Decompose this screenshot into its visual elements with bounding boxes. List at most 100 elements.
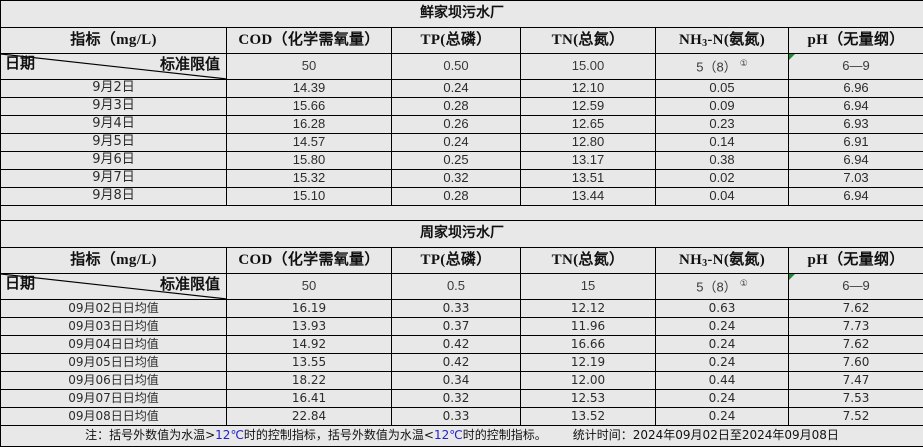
cell-tp: 0.24 xyxy=(392,134,521,152)
header-ph-2: pH（无量纲） xyxy=(789,248,923,274)
limit-nh3n-value-1: 5（8） xyxy=(696,59,736,74)
cell-ph: 7.47 xyxy=(789,372,923,390)
cell-ph: 6.94 xyxy=(789,152,923,170)
limit-tp-2: 0.5 xyxy=(392,274,521,300)
comment-flag-icon-2 xyxy=(789,274,795,280)
diagonal-label-standard-1: 标准限值 xyxy=(160,57,220,74)
cell-nh3n: 0.05 xyxy=(656,80,789,98)
cell-ph: 7.52 xyxy=(789,408,923,426)
standard-limit-row-2: 日期 标准限值 50 0.5 15 5（8）① 6—9 xyxy=(1,274,923,300)
note-part-3: 时的控制指标。 xyxy=(463,428,547,442)
footnote-marker-1: ① xyxy=(740,58,748,68)
cell-ph: 7.62 xyxy=(789,300,923,318)
cell-cod: 14.92 xyxy=(227,336,392,354)
limit-ph-value-1: 6—9 xyxy=(842,58,869,73)
cell-date: 9月8日 xyxy=(1,188,227,206)
cell-tp: 0.28 xyxy=(392,188,521,206)
limit-ph-2: 6—9 xyxy=(789,274,923,300)
cell-tp: 0.26 xyxy=(392,116,521,134)
header-tp-2: TP(总磷） xyxy=(392,248,521,274)
cell-cod: 16.41 xyxy=(227,390,392,408)
cell-nh3n: 0.24 xyxy=(656,408,789,426)
cell-tp: 0.28 xyxy=(392,98,521,116)
limit-nh3n-1: 5（8） ① xyxy=(656,54,789,80)
limit-nh3n-2: 5（8）① xyxy=(656,274,789,300)
cell-cod: 16.19 xyxy=(227,300,392,318)
limit-cod-1: 50 xyxy=(227,54,392,80)
cell-date: 09月05日日均值 xyxy=(1,354,227,372)
diagonal-header-cell-2: 日期 标准限值 xyxy=(1,274,227,300)
limit-tn-2: 15 xyxy=(521,274,656,300)
cell-tp: 0.42 xyxy=(392,336,521,354)
nh3-suffix-1: -N(氨氮) xyxy=(707,32,765,48)
cell-ph: 6.91 xyxy=(789,134,923,152)
cell-tp: 0.42 xyxy=(392,354,521,372)
cell-date: 09月04日日均值 xyxy=(1,336,227,354)
cell-date: 9月6日 xyxy=(1,152,227,170)
table-row: 9月8日 15.10 0.28 13.44 0.04 6.94 xyxy=(1,188,923,206)
cell-cod: 16.28 xyxy=(227,116,392,134)
cell-date: 09月06日日均值 xyxy=(1,372,227,390)
header-tp-1: TP(总磷） xyxy=(392,28,521,54)
cell-tn: 11.96 xyxy=(521,318,656,336)
cell-nh3n: 0.63 xyxy=(656,300,789,318)
cell-ph: 7.53 xyxy=(789,390,923,408)
spreadsheet-sheet: 鲜家坝污水厂 指标（mg/L) COD（化学需氧量） TP(总磷） TN(总氮）… xyxy=(0,0,923,424)
cell-cod: 15.80 xyxy=(227,152,392,170)
cell-ph: 7.73 xyxy=(789,318,923,336)
cell-nh3n: 0.09 xyxy=(656,98,789,116)
table-row: 09月07日日均值 16.41 0.32 12.53 0.24 7.53 xyxy=(1,390,923,408)
nh3-prefix-2: NH xyxy=(679,252,702,268)
column-header-row-1: 指标（mg/L) COD（化学需氧量） TP(总磷） TN(总氮） NH3-N(… xyxy=(1,28,923,54)
cell-tp: 0.34 xyxy=(392,372,521,390)
cell-tn: 13.51 xyxy=(521,170,656,188)
note-part-2: 时的控制指标，括号外数值为水温< xyxy=(244,428,434,442)
nh3-prefix-1: NH xyxy=(679,32,702,48)
cell-tp: 0.32 xyxy=(392,390,521,408)
cell-nh3n: 0.24 xyxy=(656,336,789,354)
cell-ph: 6.94 xyxy=(789,98,923,116)
header-ph-1: pH（无量纲） xyxy=(789,28,923,54)
note-statistics-period: 统计时间：2024年09月02日至2024年09月08日 xyxy=(573,428,839,442)
cell-tp: 0.25 xyxy=(392,152,521,170)
table-row: 9月3日 15.66 0.28 12.59 0.09 6.94 xyxy=(1,98,923,116)
cell-cod: 15.32 xyxy=(227,170,392,188)
cell-ph: 6.93 xyxy=(789,116,923,134)
table-row: 9月5日 14.57 0.24 12.80 0.14 6.91 xyxy=(1,134,923,152)
cell-tn: 12.65 xyxy=(521,116,656,134)
cell-nh3n: 0.14 xyxy=(656,134,789,152)
cell-cod: 18.22 xyxy=(227,372,392,390)
nh3-subscript-2: 3 xyxy=(702,258,707,269)
limit-ph-value-2: 6—9 xyxy=(842,278,869,293)
header-indicator-2: 指标（mg/L) xyxy=(1,248,227,274)
diagonal-label-standard-2: 标准限值 xyxy=(160,277,220,294)
cell-date: 09月03日日均值 xyxy=(1,318,227,336)
table-row: 9月4日 16.28 0.26 12.65 0.23 6.93 xyxy=(1,116,923,134)
cell-date: 9月5日 xyxy=(1,134,227,152)
limit-cod-2: 50 xyxy=(227,274,392,300)
footer-note: 注：括号外数值为水温>12℃时的控制指标，括号外数值为水温<12℃时的控制指标。… xyxy=(1,426,923,447)
header-indicator-1: 指标（mg/L) xyxy=(1,28,227,54)
diagonal-label-date-2: 日期 xyxy=(5,276,35,293)
cell-ph: 7.03 xyxy=(789,170,923,188)
table-row: 9月2日 14.39 0.24 12.10 0.05 6.96 xyxy=(1,80,923,98)
cell-tn: 12.80 xyxy=(521,134,656,152)
table-separator-cell xyxy=(1,206,923,221)
header-tn-2: TN(总氮） xyxy=(521,248,656,274)
cell-cod: 15.66 xyxy=(227,98,392,116)
nh3-suffix-2: -N(氨氮) xyxy=(707,252,765,268)
cell-tn: 12.19 xyxy=(521,354,656,372)
cell-cod: 13.93 xyxy=(227,318,392,336)
cell-nh3n: 0.44 xyxy=(656,372,789,390)
plant-title-row-1: 鲜家坝污水厂 xyxy=(1,1,923,28)
cell-nh3n: 0.23 xyxy=(656,116,789,134)
note-temperature-2: 12℃ xyxy=(434,428,463,442)
cell-nh3n: 0.24 xyxy=(656,354,789,372)
nh3-subscript-1: 3 xyxy=(702,38,707,49)
table-separator-row xyxy=(1,206,923,221)
limit-nh3n-value-2: 5（8） xyxy=(696,279,736,294)
cell-cod: 14.39 xyxy=(227,80,392,98)
cell-date: 09月08日日均值 xyxy=(1,408,227,426)
cell-date: 09月02日日均值 xyxy=(1,300,227,318)
